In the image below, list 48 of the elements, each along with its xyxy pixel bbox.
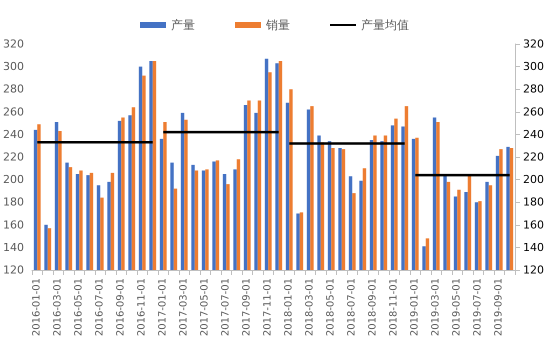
y-tick-label: 160 (2, 218, 24, 232)
y2-tick-label: 300 (523, 60, 544, 74)
x-tick-label: 2016-01-01 (32, 278, 43, 336)
x-tick-label: 2019-07-01 (472, 278, 484, 336)
legend-label: 销量 (265, 18, 290, 32)
x-tick-label: 2019-03-01 (430, 278, 442, 336)
y-tick-label: 200 (2, 173, 24, 186)
y2-tick-label: 280 (523, 82, 544, 96)
y-tick-label: 240 (2, 128, 24, 141)
x-tick-label: 2016-07-01 (94, 278, 106, 336)
x-tick-label: 2017-07-01 (220, 278, 232, 336)
y2-tick-label: 120 (523, 264, 544, 276)
x-tick-label: 2017-03-01 (178, 278, 190, 336)
y2-tick-label: 240 (523, 128, 544, 141)
x-tick-label: 2016-03-01 (52, 278, 64, 336)
x-tick-label: 2018-03-01 (304, 278, 316, 336)
x-tick-label: 2018-07-01 (346, 278, 358, 336)
x-tick-label: 2019-05-01 (452, 278, 463, 336)
x-tick-label: 2018-01-01 (284, 278, 295, 336)
y2-tick-label: 220 (523, 150, 544, 164)
y2-tick-label: 160 (523, 218, 544, 232)
y-tick-label: 320 (2, 38, 24, 50)
y2-tick-label: 200 (523, 173, 544, 186)
y2-tick-label: 260 (523, 105, 544, 118)
x-tick-label: 2018-09-01 (368, 278, 379, 336)
x-tick-label: 2019-09-01 (494, 278, 505, 336)
x-tick-label: 2017-01-01 (158, 278, 169, 336)
y-tick-label: 300 (2, 60, 24, 74)
x-tick-label: 2018-11-01 (388, 278, 400, 336)
x-tick-label: 2017-09-01 (242, 278, 253, 336)
y-tick-label: 180 (2, 196, 24, 209)
y2-tick-label: 320 (523, 38, 544, 50)
y-tick-label: 220 (2, 150, 24, 164)
x-tick-label: 2016-09-01 (116, 278, 127, 336)
y2-tick-label: 180 (523, 196, 544, 209)
legend-label: 产量均值 (361, 18, 409, 32)
x-tick-label: 2016-11-01 (136, 278, 148, 336)
x-tick-label: 2019-01-01 (410, 278, 421, 336)
x-tick-label: 2017-11-01 (262, 278, 274, 336)
legend-label: 产量 (171, 18, 195, 32)
y-tick-label: 260 (2, 105, 24, 118)
y-tick-label: 280 (2, 82, 24, 96)
x-tick-label: 2018-05-01 (326, 278, 337, 336)
x-tick-label: 2016-05-01 (74, 278, 85, 336)
x-tick-label: 2017-05-01 (200, 278, 211, 336)
y2-tick-label: 140 (523, 240, 544, 254)
y-tick-label: 140 (2, 240, 24, 254)
y-tick-label: 120 (2, 264, 24, 276)
